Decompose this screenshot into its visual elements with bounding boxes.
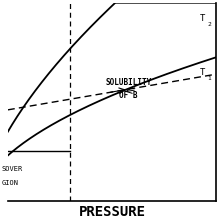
- X-axis label: PRESSURE: PRESSURE: [79, 205, 146, 219]
- Text: OF B: OF B: [119, 91, 138, 101]
- Text: GION: GION: [2, 180, 19, 186]
- Text: 2: 2: [207, 22, 211, 27]
- Text: T: T: [200, 68, 205, 77]
- Text: SOVER: SOVER: [2, 166, 23, 172]
- Text: 1: 1: [207, 76, 211, 81]
- Text: SOLUBILITY: SOLUBILITY: [106, 77, 152, 87]
- Text: T: T: [200, 14, 205, 23]
